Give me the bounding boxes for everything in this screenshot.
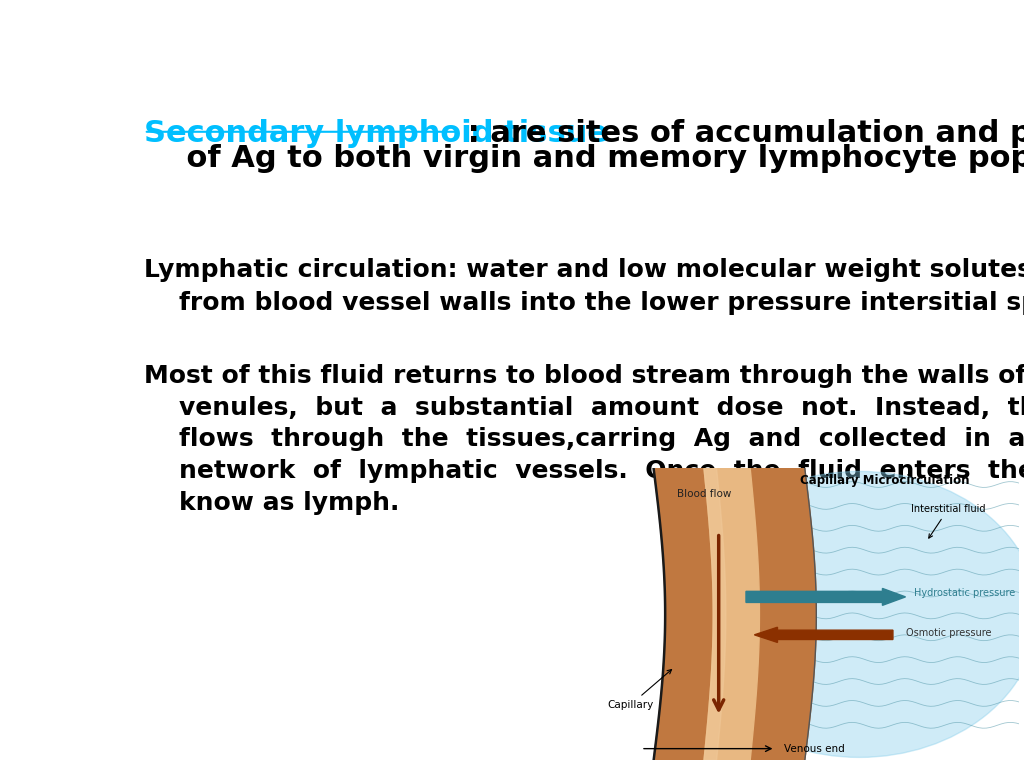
Text: Most of this fluid returns to blood stream through the walls of nearby
    venul: Most of this fluid returns to blood stre…	[143, 364, 1024, 515]
Text: Blood flow: Blood flow	[677, 489, 731, 499]
Polygon shape	[705, 468, 760, 760]
Polygon shape	[705, 468, 726, 760]
Ellipse shape	[681, 472, 1024, 757]
Text: Secondary lymphoid tissue: Secondary lymphoid tissue	[143, 119, 608, 147]
Text: Lymphatic circulation: water and low molecular weight solutes leachout
    from : Lymphatic circulation: water and low mol…	[143, 258, 1024, 315]
FancyArrow shape	[755, 627, 893, 642]
Text: Osmotic pressure: Osmotic pressure	[905, 628, 991, 638]
FancyArrow shape	[745, 588, 905, 605]
Text: of Ag to both virgin and memory lymphocyte populations.: of Ag to both virgin and memory lymphocy…	[143, 144, 1024, 174]
Text: : are sites of accumulation and presentation: : are sites of accumulation and presenta…	[458, 119, 1024, 147]
Text: Hydrostatic pressure: Hydrostatic pressure	[913, 588, 1015, 598]
Text: Interstitial fluid: Interstitial fluid	[910, 505, 985, 538]
Text: Capillary Microcirculation: Capillary Microcirculation	[800, 475, 970, 488]
Text: Venous end: Venous end	[783, 743, 845, 753]
Polygon shape	[653, 468, 816, 760]
Text: Capillary: Capillary	[607, 670, 672, 710]
